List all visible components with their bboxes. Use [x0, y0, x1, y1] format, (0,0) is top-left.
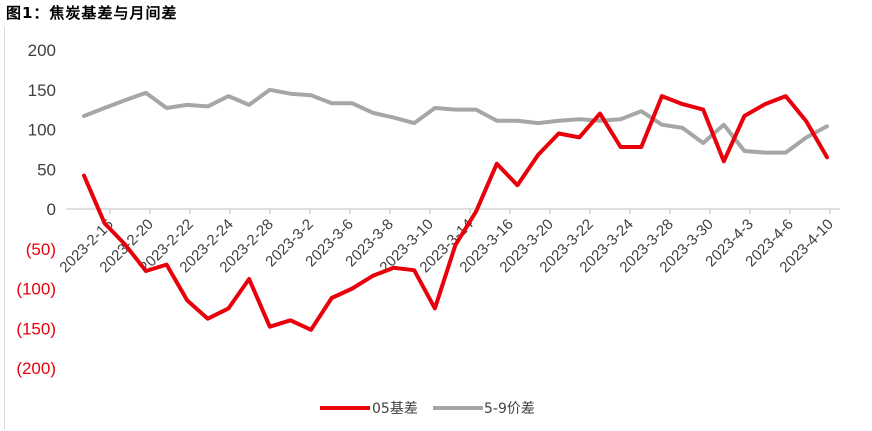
y-tick-label: (150): [16, 319, 56, 338]
legend: 05基差 5-9价差: [320, 400, 535, 417]
y-tick-label: 100: [28, 121, 56, 140]
series-line-basis: [82, 94, 829, 332]
legend-item-basis-label: 05基差: [372, 400, 418, 417]
figure-title: 图1：焦炭基差与月间差: [6, 4, 178, 22]
y-tick-label: 50: [37, 160, 56, 179]
series-lines: [82, 87, 829, 332]
chart-frame: [4, 27, 869, 429]
y-tick-label: 150: [28, 81, 56, 100]
y-tick-label: 200: [28, 41, 56, 60]
series-line-spread: [82, 87, 829, 155]
y-axis: 200 150 100 50 0 (50) (100) (150) (200): [16, 41, 56, 378]
y-tick-label: 0: [47, 200, 56, 219]
y-tick-label: (200): [16, 359, 56, 378]
legend-item-spread-label: 5-9价差: [484, 401, 535, 417]
y-tick-label: (100): [16, 280, 56, 299]
y-tick-label: (50): [26, 240, 56, 259]
